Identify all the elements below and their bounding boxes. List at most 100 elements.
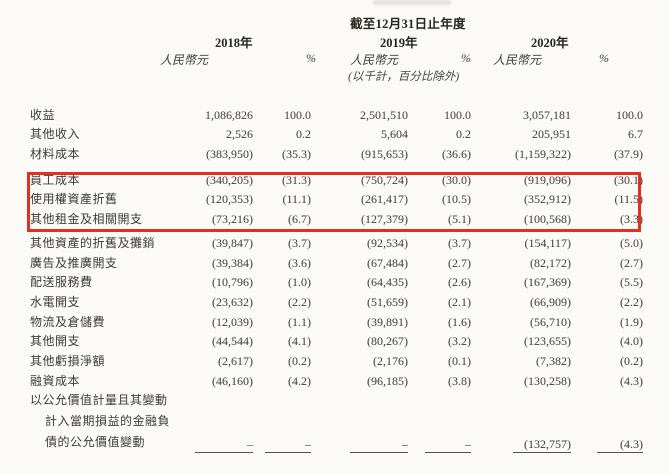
value-2019: (80,267)	[367, 334, 408, 349]
value-2020: (919,096)	[524, 172, 571, 187]
page-edge-artifact	[373, 0, 451, 5]
row-label: 以公允價值計量且其變動 計入當期損益的金融負 債的公允價值變動	[30, 390, 171, 455]
percent-header-2019: %	[461, 51, 471, 65]
value-2019: (96,185)	[367, 373, 408, 388]
value-2020: (100,568)	[524, 212, 571, 227]
value-2018: (46,160)	[212, 373, 253, 388]
pct-2018: (4.2)	[288, 373, 311, 388]
pct-2019: 100.0	[444, 107, 471, 122]
table-row-revenue: 收益 1,086,826 100.0 2,501,510 100.0 3,057…	[30, 104, 643, 124]
row-label: 水電開支	[30, 294, 81, 309]
table-row-logistics: 物流及倉儲費 (12,039) (1.1) (39,891) (1.6) (56…	[30, 311, 643, 331]
value-2020: (1,159,322)	[515, 147, 571, 162]
pct-2019: (0.1)	[448, 353, 471, 368]
pct-2020: (11.5)	[614, 192, 643, 207]
year-header-2018: 2018年	[215, 36, 253, 50]
table-row-advertising: 廣告及推廣開支 (39,384) (3.6) (67,484) (2.7) (8…	[30, 252, 643, 272]
table-row-other-expenses: 其他開支 (44,544) (4.1) (80,267) (3.2) (123,…	[30, 331, 643, 351]
pct-2019: (2.7)	[448, 255, 471, 270]
label-line-2: 計入當期損益的金融負	[45, 413, 171, 428]
pct-2018: (2.2)	[288, 294, 311, 309]
row-label: 其他收入	[30, 127, 81, 142]
value-2020: (167,369)	[524, 275, 571, 290]
units-note: (以千計，百分比除外)	[348, 71, 460, 83]
currency-header-2020: 人民幣元	[493, 53, 542, 67]
row-label: 使用權資產折舊	[30, 192, 118, 207]
table-row-rou-depreciation: 使用權資產折舊 (120,353) (11.1) (261,417) (10.5…	[30, 189, 643, 209]
period-title: 截至12月31日止年度	[350, 17, 466, 31]
value-2019: (2,176)	[373, 353, 408, 368]
value-2020: 3,057,181	[523, 107, 571, 122]
value-2018: (10,796)	[212, 275, 253, 290]
pct-2019: (3.7)	[448, 235, 471, 250]
pct-2020: (37.9)	[614, 147, 643, 162]
pct-2020: (4.0)	[620, 334, 643, 349]
value-2018: –	[160, 390, 253, 455]
pct-2019: (36.6)	[442, 147, 471, 162]
table-row-staff-costs: 員工成本 (340,205) (31.3) (750,724) (30.0) (…	[30, 163, 643, 189]
pct-2020: 100.0	[616, 107, 643, 122]
value-2020: (56,710)	[530, 314, 571, 329]
value-2018: (39,847)	[212, 235, 253, 250]
table-row-other-income: 其他收入 2,526 0.2 5,604 0.2 205,951 6.7	[30, 124, 643, 144]
value-2018: (44,544)	[212, 334, 253, 349]
pct-2019: (5.1)	[448, 212, 471, 227]
table-row-other-assets-depreciation: 其他資產的折舊及攤銷 (39,847) (3.7) (92,534) (3.7)…	[30, 228, 643, 252]
row-label: 收益	[30, 107, 56, 122]
pct-2019: (3.2)	[448, 334, 471, 349]
value-2018: (340,205)	[206, 172, 253, 187]
value-2019: 5,604	[381, 127, 408, 142]
pct-2020: (3.3)	[620, 212, 643, 227]
value-2019: 2,501,510	[360, 107, 408, 122]
value-2020: (66,909)	[530, 294, 571, 309]
value-2019: (67,484)	[367, 255, 408, 270]
pct-2019: (10.5)	[442, 192, 471, 207]
value-2020: (154,117)	[524, 235, 571, 250]
pct-2019: 0.2	[456, 127, 471, 142]
pct-2020: (30.1)	[614, 172, 643, 187]
value-2018: (23,632)	[212, 294, 253, 309]
row-label: 融資成本	[30, 373, 81, 388]
pct-2018: (31.3)	[282, 172, 311, 187]
pct-2018: (4.1)	[288, 334, 311, 349]
pct-2018: 100.0	[284, 107, 311, 122]
pct-2018: (1.0)	[288, 275, 311, 290]
pct-2020: (0.2)	[620, 353, 643, 368]
row-label: 員工成本	[30, 172, 81, 187]
pct-2018: (3.7)	[288, 235, 311, 250]
value-2019: (51,659)	[367, 294, 408, 309]
pct-2018: (6.7)	[288, 212, 311, 227]
pct-2018: (0.2)	[288, 353, 311, 368]
row-label: 其他虧損淨額	[30, 353, 106, 368]
value-2019: (915,653)	[361, 147, 408, 162]
row-label: 其他開支	[30, 334, 81, 349]
row-label: 其他租金及相關開支	[30, 212, 143, 227]
value-2020: (352,912)	[524, 192, 571, 207]
pct-2019: (1.6)	[448, 314, 471, 329]
value-2020: (7,382)	[536, 353, 571, 368]
value-2018: (39,384)	[212, 255, 253, 270]
value-2020: (132,757)	[471, 390, 571, 455]
value-2020: 205,951	[532, 127, 571, 142]
value-2020: (130,258)	[524, 373, 571, 388]
pct-2018: (1.1)	[288, 314, 311, 329]
value-2019: (261,417)	[361, 192, 408, 207]
row-label: 其他資產的折舊及攤銷	[30, 235, 156, 250]
value-2018: (12,039)	[212, 314, 253, 329]
pct-2018: 0.2	[296, 127, 311, 142]
pct-2018: –	[253, 390, 311, 455]
value-2019: (750,724)	[361, 172, 408, 187]
label-line-3: 債的公允價值變動	[45, 434, 146, 449]
row-label: 廣告及推廣開支	[30, 255, 118, 270]
table-row-utilities: 水電開支 (23,632) (2.2) (51,659) (2.1) (66,9…	[30, 291, 643, 311]
value-2018: (120,353)	[206, 192, 253, 207]
percent-header-2020: %	[599, 51, 609, 65]
table-row-other-rentals: 其他租金及相關開支 (73,216) (6.7) (127,379) (5.1)…	[30, 208, 643, 228]
value-2019: (92,534)	[367, 235, 408, 250]
currency-header-2018: 人民幣元	[160, 53, 209, 67]
currency-header-2019: 人民幣元	[350, 53, 399, 67]
value-2019: –	[311, 390, 408, 455]
financial-table: 收益 1,086,826 100.0 2,501,510 100.0 3,057…	[30, 104, 643, 455]
value-2018: (383,950)	[206, 147, 253, 162]
